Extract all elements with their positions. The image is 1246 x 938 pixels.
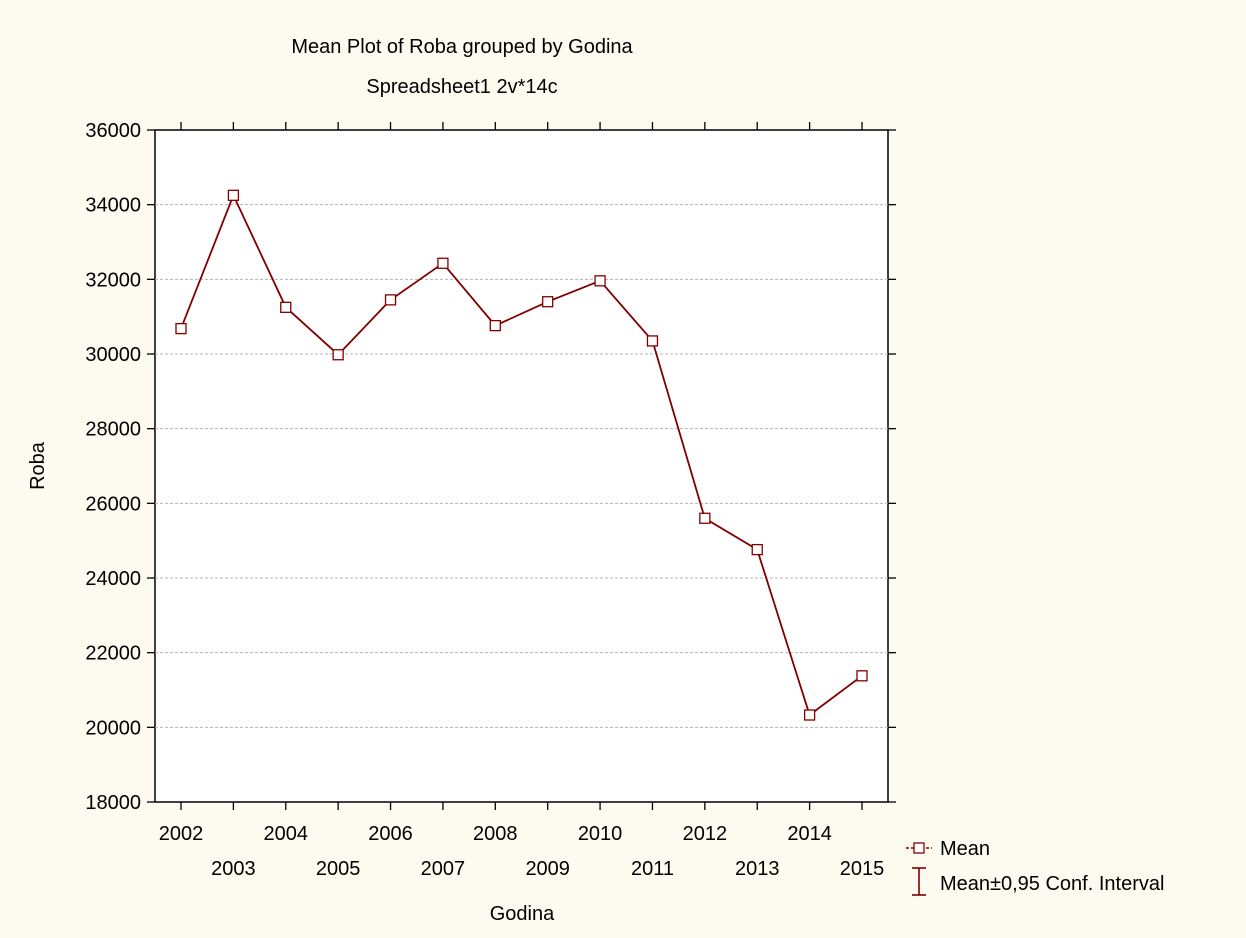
x-tick-label: 2004 [264, 823, 309, 845]
series-mean [175, 189, 868, 721]
plot-area [154, 129, 889, 803]
x-tick-label: 2006 [368, 823, 413, 845]
data-point [227, 189, 240, 201]
y-tick-label: 24000 [85, 568, 141, 590]
data-point [489, 319, 501, 332]
y-tick-label: 20000 [85, 717, 141, 739]
x-tick-label: 2012 [683, 823, 728, 845]
x-tick-label: 2008 [473, 823, 518, 845]
x-tick-label: 2009 [525, 858, 570, 880]
data-point [437, 257, 449, 269]
x-tick-label: 2010 [578, 823, 623, 845]
data-point [751, 543, 763, 556]
y-axis-ticks: 18000 20000 22000 24000 26000 28000 30000 32000… [85, 120, 896, 814]
data-point [175, 322, 187, 335]
data-point [542, 296, 554, 308]
y-tick-label: 32000 [85, 269, 141, 291]
gridlines [155, 204, 888, 728]
legend: Mean Mean±0,95 Conf. Interval [906, 838, 1164, 896]
y-tick-label: 26000 [85, 493, 141, 515]
x-tick-label: 2015 [840, 858, 885, 880]
legend-mean-marker-icon [913, 842, 925, 854]
x-tick-label: 2005 [316, 858, 361, 880]
y-tick-label: 18000 [85, 792, 141, 814]
data-point [699, 512, 711, 524]
x-tick-label: 2003 [211, 858, 256, 880]
data-point [332, 349, 344, 361]
data-point [646, 335, 659, 347]
y-axis-label: Roba [27, 441, 49, 490]
x-tick-label: 2014 [787, 823, 832, 845]
legend-mean-label: Mean [940, 838, 990, 860]
x-axis-ticks: 2002 2003 2004 2005 2006 2007 2008 2009 2010 2011… [159, 122, 885, 880]
y-tick-label: 34000 [85, 195, 141, 217]
series-mean-line [180, 193, 863, 717]
data-point [280, 301, 292, 313]
x-axis-label: Godina [490, 903, 555, 925]
x-tick-label: 2011 [631, 858, 674, 880]
data-point [856, 670, 868, 682]
y-tick-label: 30000 [85, 344, 141, 366]
x-tick-label: 2013 [735, 858, 780, 880]
x-tick-label: 2002 [159, 823, 204, 845]
legend-ci-label: Mean±0,95 Conf. Interval [940, 873, 1164, 895]
x-tick-label: 2007 [421, 858, 466, 880]
chart-title: Mean Plot of Roba grouped by Godina [291, 36, 633, 58]
data-point [594, 275, 606, 287]
y-tick-label: 22000 [85, 643, 141, 665]
data-point [803, 709, 816, 721]
y-tick-label: 28000 [85, 419, 141, 441]
chart-subtitle: Spreadsheet1 2v*14c [366, 76, 557, 98]
data-point [384, 294, 397, 306]
y-tick-label: 36000 [85, 120, 141, 142]
legend-ci-icon [912, 867, 926, 896]
